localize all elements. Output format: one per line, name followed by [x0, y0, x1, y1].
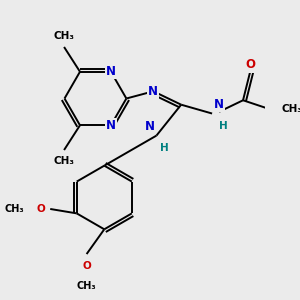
Text: O: O	[245, 58, 255, 71]
Text: CH₃: CH₃	[4, 204, 24, 214]
Text: O: O	[82, 261, 91, 271]
Text: CH₃: CH₃	[77, 280, 96, 291]
Text: CH₃: CH₃	[282, 104, 300, 114]
Text: N: N	[145, 120, 155, 133]
Text: H: H	[219, 121, 228, 130]
Text: O: O	[36, 204, 45, 214]
Text: N: N	[106, 119, 116, 132]
Text: N: N	[106, 65, 116, 78]
Text: H: H	[160, 143, 169, 153]
Text: N: N	[214, 98, 224, 111]
Text: N: N	[148, 85, 158, 98]
Text: CH₃: CH₃	[54, 156, 75, 166]
Text: CH₃: CH₃	[54, 31, 75, 41]
